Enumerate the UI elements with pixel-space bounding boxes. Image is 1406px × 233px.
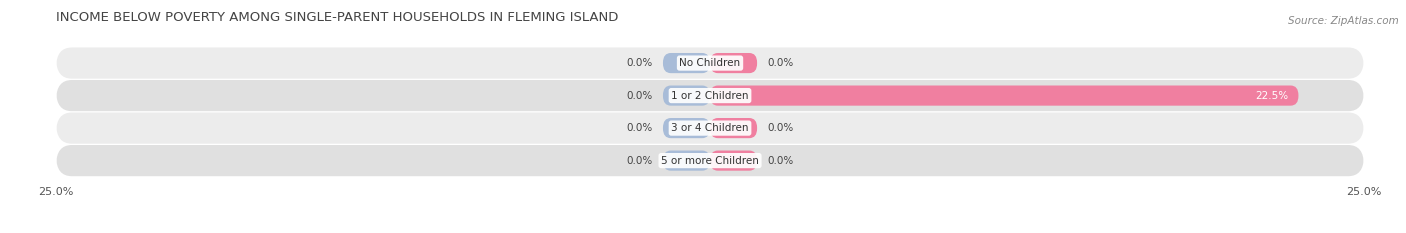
Text: No Children: No Children	[679, 58, 741, 68]
Text: INCOME BELOW POVERTY AMONG SINGLE-PARENT HOUSEHOLDS IN FLEMING ISLAND: INCOME BELOW POVERTY AMONG SINGLE-PARENT…	[56, 11, 619, 24]
FancyBboxPatch shape	[664, 86, 710, 106]
FancyBboxPatch shape	[710, 86, 1298, 106]
FancyBboxPatch shape	[56, 113, 1364, 144]
Legend: Single Father, Single Mother: Single Father, Single Mother	[610, 230, 810, 233]
FancyBboxPatch shape	[56, 145, 1364, 176]
FancyBboxPatch shape	[664, 118, 710, 138]
FancyBboxPatch shape	[710, 53, 756, 73]
Text: 0.0%: 0.0%	[768, 123, 794, 133]
FancyBboxPatch shape	[56, 48, 1364, 79]
Text: 0.0%: 0.0%	[626, 91, 652, 101]
Text: 0.0%: 0.0%	[626, 123, 652, 133]
Text: 0.0%: 0.0%	[768, 156, 794, 166]
Text: 0.0%: 0.0%	[626, 58, 652, 68]
FancyBboxPatch shape	[56, 80, 1364, 111]
FancyBboxPatch shape	[664, 151, 710, 171]
Text: 3 or 4 Children: 3 or 4 Children	[671, 123, 749, 133]
Text: 0.0%: 0.0%	[768, 58, 794, 68]
FancyBboxPatch shape	[664, 53, 710, 73]
Text: 1 or 2 Children: 1 or 2 Children	[671, 91, 749, 101]
FancyBboxPatch shape	[710, 151, 756, 171]
Text: 0.0%: 0.0%	[626, 156, 652, 166]
Text: Source: ZipAtlas.com: Source: ZipAtlas.com	[1288, 16, 1399, 26]
Text: 5 or more Children: 5 or more Children	[661, 156, 759, 166]
Text: 22.5%: 22.5%	[1256, 91, 1288, 101]
FancyBboxPatch shape	[710, 118, 756, 138]
